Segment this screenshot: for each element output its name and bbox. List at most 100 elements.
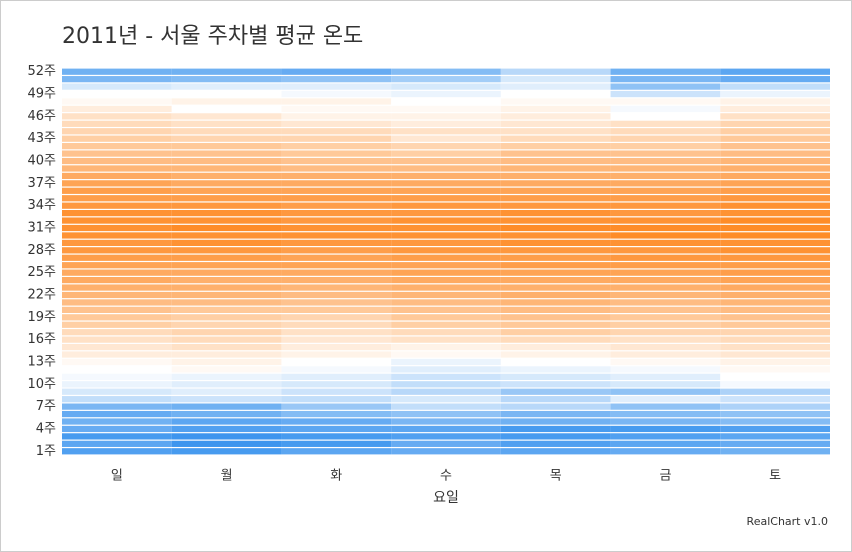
heat-cell [500,217,611,224]
heat-cell [281,381,392,388]
heat-cell [720,113,830,120]
heat-cell [171,195,282,202]
heat-cell [720,98,830,105]
heat-cell [171,113,282,120]
heat-cell [62,98,172,105]
heat-cell [391,165,501,172]
heat-cell [391,306,501,313]
heat-cell [610,83,721,90]
heat-cell [720,247,830,254]
heat-cell [720,396,830,403]
y-tick-label: 16주 [27,332,56,347]
heat-cell [500,366,611,373]
y-tick-label: 52주 [27,64,56,79]
x-tick-label: 일 [111,469,123,484]
heat-cell [391,351,501,358]
heat-cell [500,314,611,321]
heat-cell [720,105,830,113]
heat-cell [171,224,282,232]
heat-cell [720,306,830,313]
heat-cell [281,329,392,336]
heat-cell [500,321,611,328]
heat-cell [171,306,282,313]
heat-cell [281,254,392,261]
heat-cell [391,217,501,224]
heat-cell [171,381,282,388]
heat-cell [500,232,611,239]
y-tick-label: 13주 [27,354,56,369]
heat-cell [610,254,721,261]
heat-cell [281,321,392,328]
heat-cell [62,120,172,127]
heat-cell [62,329,172,336]
heat-cell [281,210,392,217]
heat-cell [500,68,611,75]
heat-cell [500,448,611,455]
heat-cell [171,284,282,291]
heat-cell [171,388,282,395]
heat-cell [62,90,172,98]
heat-cell [62,373,172,380]
heat-cell [281,306,392,313]
heat-cell [391,239,501,247]
heat-cell [281,410,392,418]
heat-cell [610,299,721,306]
heat-cell [62,358,172,366]
heat-cell [391,336,501,343]
heat-cell [500,381,611,388]
heat-cell [171,76,282,83]
heat-cell [500,76,611,83]
heat-cell [62,425,172,433]
heat-cell [720,433,830,440]
y-tick-label: 43주 [27,131,56,146]
heat-cell [62,202,172,209]
heat-cell [500,247,611,254]
heat-cell [720,321,830,328]
heat-cell [500,329,611,336]
heat-cell [391,299,501,306]
heat-cell [281,202,392,209]
heat-cell [610,440,721,447]
heat-cell [281,165,392,172]
heat-cell [391,425,501,433]
heat-cell [391,284,501,291]
heat-cell [171,143,282,150]
heat-cell [62,403,172,410]
heat-cell [610,262,721,269]
heat-cell [171,448,282,455]
heat-cell [720,217,830,224]
x-tick-label: 수 [440,469,452,484]
heat-cell [171,396,282,403]
heat-cell [500,306,611,313]
heat-cell [500,224,611,232]
heat-cell [610,269,721,276]
heat-cell [500,269,611,276]
heat-cell [391,113,501,120]
heat-cell [281,269,392,276]
heat-cell [391,269,501,276]
heat-cell [171,98,282,105]
heat-cell [62,388,172,395]
heat-cell [720,239,830,247]
y-tick-label: 7주 [36,399,56,414]
heat-cell [720,358,830,366]
heat-cell [500,187,611,194]
heat-cell [610,172,721,180]
heat-cell [500,433,611,440]
heat-cell [391,373,501,380]
heat-cell [720,314,830,321]
heat-cell [62,187,172,194]
heat-cell [720,440,830,447]
heat-cell [62,210,172,217]
heat-cell [720,403,830,410]
heat-cell [391,150,501,157]
y-tick-label: 31주 [27,221,56,236]
heat-cell [62,276,172,284]
heat-cell [171,83,282,90]
heat-cell [62,150,172,157]
heat-cell [720,410,830,418]
heat-cell [281,388,392,395]
heat-cell [500,90,611,98]
x-tick-label: 화 [330,469,342,484]
heat-cell [610,195,721,202]
